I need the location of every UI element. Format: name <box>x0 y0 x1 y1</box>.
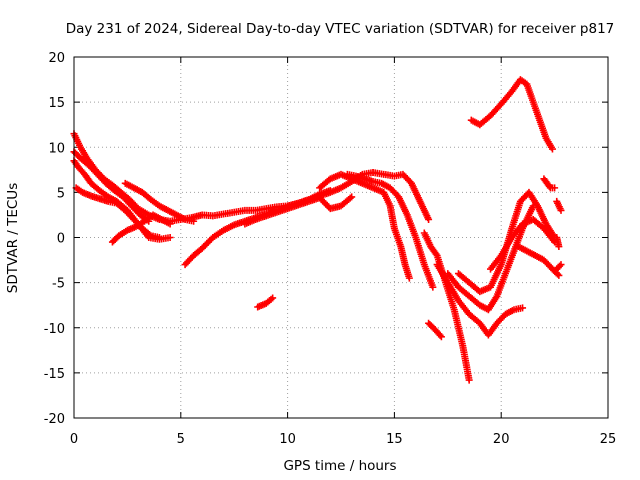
series-track-13 <box>420 229 473 384</box>
series-track-5 <box>108 211 174 246</box>
series-track-9 <box>254 294 277 311</box>
series-track-2 <box>70 157 174 243</box>
data-point <box>555 243 563 251</box>
x-tick-label: 20 <box>493 432 510 447</box>
y-tick-label: -5 <box>52 277 65 292</box>
series-track-11 <box>343 170 437 291</box>
series-track-8 <box>241 193 356 228</box>
data-point <box>519 304 527 312</box>
x-tick-label: 15 <box>386 432 403 447</box>
data-point <box>556 262 564 270</box>
y-tick-label: -20 <box>44 412 65 427</box>
series-track-3 <box>72 184 163 241</box>
y-tick-label: -15 <box>44 367 65 382</box>
data-point <box>405 274 413 282</box>
series-track-24 <box>553 234 563 251</box>
x-tick-label: 10 <box>279 432 296 447</box>
data-point <box>155 234 163 241</box>
data-point <box>554 270 562 278</box>
y-axis-label: SDTVAR / TECUs <box>5 183 21 293</box>
series-track-15 <box>433 261 527 339</box>
y-tick-label: 20 <box>48 51 65 66</box>
data-point <box>555 271 563 279</box>
y-tick-labels: -20 -15 -10 -5 0 5 10 15 20 <box>44 51 65 427</box>
y-tick-label: 10 <box>48 141 65 156</box>
series-track-19 <box>514 243 563 279</box>
data-point <box>269 294 277 302</box>
data-point <box>465 376 473 384</box>
series-track-4 <box>70 148 153 225</box>
data-point <box>436 331 444 339</box>
data-point <box>166 234 174 241</box>
x-tick-label: 25 <box>600 432 617 447</box>
series-track-16 <box>444 202 537 314</box>
x-tick-label: 5 <box>177 432 185 447</box>
series-track-23 <box>553 261 565 273</box>
y-tick-label: -10 <box>44 322 65 337</box>
data-point <box>348 193 356 201</box>
series-track-6 <box>121 179 198 225</box>
series-track-12 <box>369 169 433 223</box>
x-tick-labels: 0 5 10 15 20 25 <box>70 432 616 447</box>
series-track-14 <box>425 319 445 341</box>
plot-frame <box>73 56 609 419</box>
series-track-22 <box>553 197 565 214</box>
data-point <box>429 283 437 291</box>
data-point <box>145 230 153 238</box>
y-tick-label: 0 <box>57 232 65 247</box>
series-track-21 <box>540 175 559 192</box>
x-axis-label: GPS time / hours <box>283 458 396 474</box>
y-tick-label: 5 <box>57 186 65 201</box>
data-point <box>432 250 440 258</box>
data-point <box>557 206 565 214</box>
y-tick-label: 15 <box>48 96 65 111</box>
data-point <box>346 194 354 202</box>
series-track-20 <box>467 76 556 153</box>
series-track-10 <box>316 170 413 282</box>
data-point <box>425 215 433 223</box>
chart-title: Day 231 of 2024, Sidereal Day-to-day VTE… <box>66 21 615 37</box>
data-point <box>437 333 445 341</box>
data-point <box>326 187 334 195</box>
series-track-18 <box>487 215 559 273</box>
data-point <box>548 145 556 153</box>
data-point <box>545 182 553 190</box>
data-point <box>166 220 174 228</box>
x-tick-label: 0 <box>70 432 78 447</box>
data-point <box>551 184 559 192</box>
data-series <box>70 76 565 384</box>
data-point <box>190 217 198 225</box>
data-point <box>557 261 565 269</box>
